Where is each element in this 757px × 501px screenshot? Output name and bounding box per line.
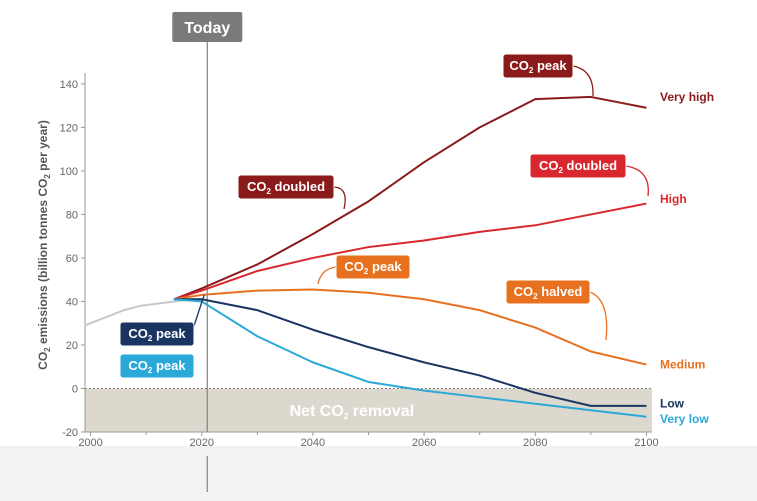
x-tick-label: 2020 <box>189 437 213 449</box>
y-tick-label: 60 <box>66 253 78 265</box>
annotation-text-part: CO <box>509 58 529 73</box>
net-removal-label-part2: removal <box>348 403 414 420</box>
annotation-text-part: CO <box>128 326 148 341</box>
annotation-text: CO2 peak <box>509 58 567 75</box>
annotation-box <box>505 279 591 305</box>
net-removal-area <box>85 388 652 432</box>
series-line-medium <box>173 288 647 366</box>
annotation-pointer <box>333 186 346 210</box>
x-tick-label: 2040 <box>301 437 325 449</box>
annotation-text: CO2 doubled <box>539 158 617 175</box>
annotation-text-part: CO <box>128 358 148 373</box>
annotation-box <box>335 254 411 280</box>
annotation-box <box>529 153 627 179</box>
annotation-text-sub: 2 <box>529 66 534 75</box>
annotation-text-sub: 2 <box>266 187 271 196</box>
series-label-high: High <box>660 192 687 206</box>
series-label-very-low: Very low <box>660 412 709 426</box>
annotation-high-doubled: CO2 doubled <box>529 153 649 197</box>
annotation-text-part2: peak <box>533 58 567 73</box>
y-tick-label: 0 <box>72 383 78 395</box>
bottom-band <box>0 446 757 501</box>
y-tick-label: -20 <box>62 427 78 439</box>
annotation-box <box>119 321 195 347</box>
annotation-text-part2: peak <box>152 358 186 373</box>
series-line-very-high <box>173 95 647 301</box>
x-tick-label: 2060 <box>412 437 436 449</box>
y-tick-label: 40 <box>66 296 78 308</box>
annotation-text-part2: doubled <box>563 158 617 173</box>
annotation-text-sub: 2 <box>148 334 153 343</box>
series-lines <box>84 95 647 418</box>
annotation-text: CO2 halved <box>514 284 583 301</box>
annotation-text-part2: peak <box>368 259 402 274</box>
annotation-very-high-doubled: CO2 doubled <box>237 174 346 210</box>
annotation-box <box>237 174 335 200</box>
annotation-pointer <box>572 65 594 97</box>
annotation-low-peak: CO2 peak <box>119 294 205 347</box>
historical-line <box>84 298 202 327</box>
annotation-text: CO2 peak <box>128 358 186 375</box>
annotation-very-high-peak: CO2 peak <box>502 53 594 97</box>
today-badge <box>172 12 243 42</box>
net-removal-label: Net CO2 removal <box>290 403 415 421</box>
net-removal-label-part: Net CO <box>290 403 344 420</box>
annotation-text-part: CO <box>514 284 534 299</box>
annotation-pointer <box>625 165 649 197</box>
annotation-pointer <box>317 266 337 285</box>
annotation-pointer <box>193 294 205 327</box>
x-tick-label: 2100 <box>634 437 658 449</box>
annotation-text-part2: halved <box>538 284 583 299</box>
annotation-text-part: CO <box>247 179 267 194</box>
y-axis-label-sub: 2 <box>43 347 52 352</box>
y-tick-label: 100 <box>60 166 78 178</box>
series-label-medium: Medium <box>660 358 705 372</box>
series-line-very-low <box>173 298 647 418</box>
net-removal-zone: Net CO2 removal <box>85 387 652 432</box>
y-tick-label: 140 <box>60 79 78 91</box>
annotation-box <box>119 353 195 379</box>
annotation-text-sub: 2 <box>533 292 538 301</box>
series-line-low <box>173 298 647 407</box>
annotation-pointer <box>589 291 608 341</box>
annotation-text: CO2 peak <box>128 326 186 343</box>
annotation-medium-peak: CO2 peak <box>317 254 411 285</box>
y-axis-label-sub2: 2 <box>43 174 52 179</box>
annotation-text: CO2 doubled <box>247 179 325 196</box>
today-label: Today <box>184 20 230 37</box>
series-label-very-high: Very high <box>660 90 714 104</box>
y-tick-label: 120 <box>60 122 78 134</box>
annotation-box <box>502 53 574 79</box>
annotation-text-part2: doubled <box>271 179 325 194</box>
x-tick-label: 2080 <box>523 437 547 449</box>
y-axis-label-part2: emissions (billion tonnes CO <box>36 179 50 348</box>
y-axis-label-part3: per year) <box>36 120 50 174</box>
annotation-text-part: CO <box>344 259 364 274</box>
y-axis-label-part: CO <box>36 352 50 370</box>
annotation-very-low-peak: CO2 peak <box>119 353 195 379</box>
annotation-text-sub: 2 <box>364 267 369 276</box>
series-line-high <box>173 202 647 301</box>
y-tick-label: 80 <box>66 209 78 221</box>
series-label-low: Low <box>660 397 685 411</box>
annotation-text: CO2 peak <box>344 259 402 276</box>
annotation-text-sub: 2 <box>148 366 153 375</box>
y-tick-label: 20 <box>66 340 78 352</box>
x-tick-label: 2000 <box>78 437 102 449</box>
y-axis-title: CO2 emissions (billion tonnes CO2 per ye… <box>36 120 52 370</box>
net-removal-label-sub: 2 <box>344 412 349 421</box>
y-axis-label: CO2 emissions (billion tonnes CO2 per ye… <box>36 120 52 370</box>
annotation-text-sub: 2 <box>558 166 563 175</box>
annotation-text-part2: peak <box>152 326 186 341</box>
annotation-text-part: CO <box>539 158 559 173</box>
today-marker: Today <box>172 12 243 492</box>
annotation-medium-halved: CO2 halved <box>505 279 608 341</box>
